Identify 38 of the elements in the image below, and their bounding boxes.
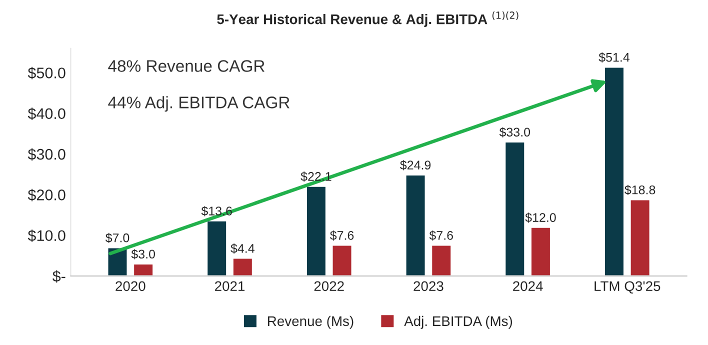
data-label: $7.0 xyxy=(105,232,130,244)
bar xyxy=(530,226,552,276)
data-label: $18.8 xyxy=(624,184,656,196)
bar xyxy=(629,198,651,276)
x-tick-label: 2024 xyxy=(513,281,543,292)
bar xyxy=(604,66,625,276)
annotation: 48% Revenue CAGR xyxy=(108,60,264,72)
annotation: 44% Adj. EBITDA CAGR xyxy=(108,96,290,112)
data-label: $24.9 xyxy=(400,160,431,170)
y-tick-label: $50.0 xyxy=(28,66,66,80)
x-tick-label: 2023 xyxy=(414,281,444,292)
x-tick-label: 2021 xyxy=(215,281,245,292)
data-label: $12.0 xyxy=(525,212,556,223)
data-label: $4.4 xyxy=(230,243,254,254)
bar xyxy=(132,263,154,276)
chart-title: 5-Year Historical Revenue & Adj. EBITDA $^{(1)(2)}$ xyxy=(217,11,518,27)
y-tick-label: $- xyxy=(52,270,66,283)
x-tick-label: 2020 xyxy=(116,281,146,292)
data-label: $3.0 xyxy=(131,249,155,260)
legend-label: Adj. EBITDA (Ms) xyxy=(404,316,512,329)
bar xyxy=(331,244,353,276)
bar xyxy=(504,141,526,276)
data-label: $7.6 xyxy=(330,230,354,241)
data-label: $33.0 xyxy=(499,127,530,138)
y-tick-label: $20.0 xyxy=(28,188,66,202)
data-label: $7.6 xyxy=(429,230,453,241)
data-label: $51.4 xyxy=(598,52,630,62)
legend-label: Revenue (Ms) xyxy=(268,316,354,329)
bar xyxy=(430,244,452,276)
bar xyxy=(232,257,254,276)
y-tick-label: $30.0 xyxy=(28,148,66,161)
bar xyxy=(404,174,426,276)
x-tick-label: LTM Q3'25 xyxy=(594,281,660,294)
y-tick-label: $40.0 xyxy=(28,108,66,120)
x-tick-label: 2022 xyxy=(314,281,344,292)
bar xyxy=(206,220,228,276)
y-tick-label: $10.0 xyxy=(28,230,66,242)
bar xyxy=(306,185,327,276)
